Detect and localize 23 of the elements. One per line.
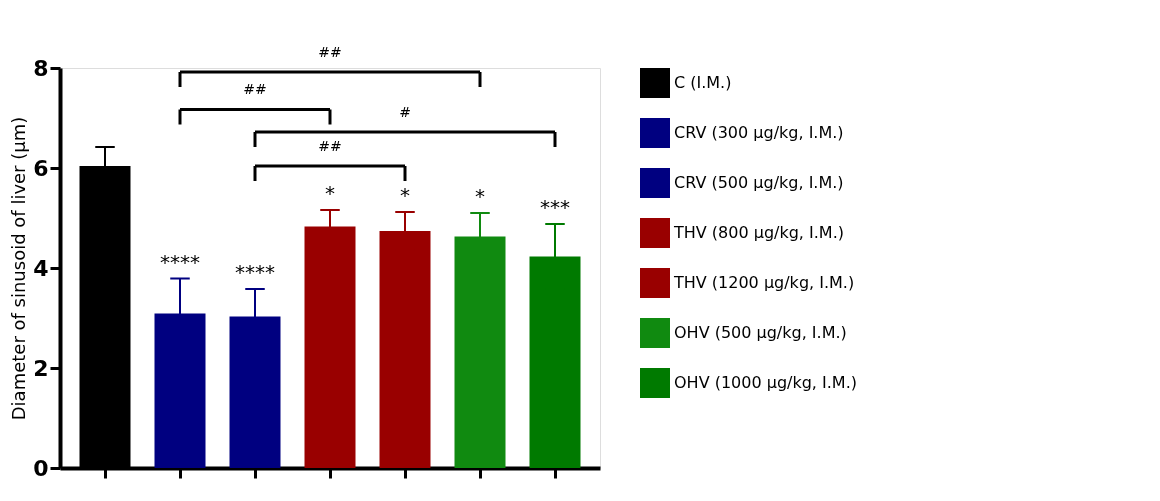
y-tick-label: 2 <box>33 355 49 381</box>
annotation: ## <box>318 137 342 154</box>
text: ## <box>318 43 342 60</box>
legend-label: OHV (1000 μg/kg, I.M.) <box>674 373 857 392</box>
data-label: **** <box>235 260 275 284</box>
data-label: * <box>325 181 335 205</box>
legend-label: C (I.M.) <box>674 73 732 92</box>
data-label: * <box>400 183 410 207</box>
y-tick-label: 0 <box>33 455 49 481</box>
legend-label: THV (1200 μg/kg, I.M.) <box>673 273 855 292</box>
y-tick-label: 8 <box>33 55 49 81</box>
legend-label: OHV (500 μg/kg, I.M.) <box>674 323 847 342</box>
annotation: # <box>399 103 411 120</box>
legend-label: THV (800 μg/kg, I.M.) <box>673 223 844 242</box>
y-tick-label: 6 <box>33 155 49 181</box>
y-tick-label: 4 <box>33 255 49 281</box>
data-label: *** <box>540 195 570 219</box>
data-label: **** <box>160 249 200 274</box>
legend-label: CRV (500 μg/kg, I.M.) <box>674 173 844 192</box>
annotation: ## <box>243 81 267 97</box>
y-axis-title: Diameter of sinusoid of liver (μm) <box>8 116 30 421</box>
legend-label: CRV (300 μg/kg, I.M.) <box>674 123 844 142</box>
data-label: * <box>475 184 485 208</box>
